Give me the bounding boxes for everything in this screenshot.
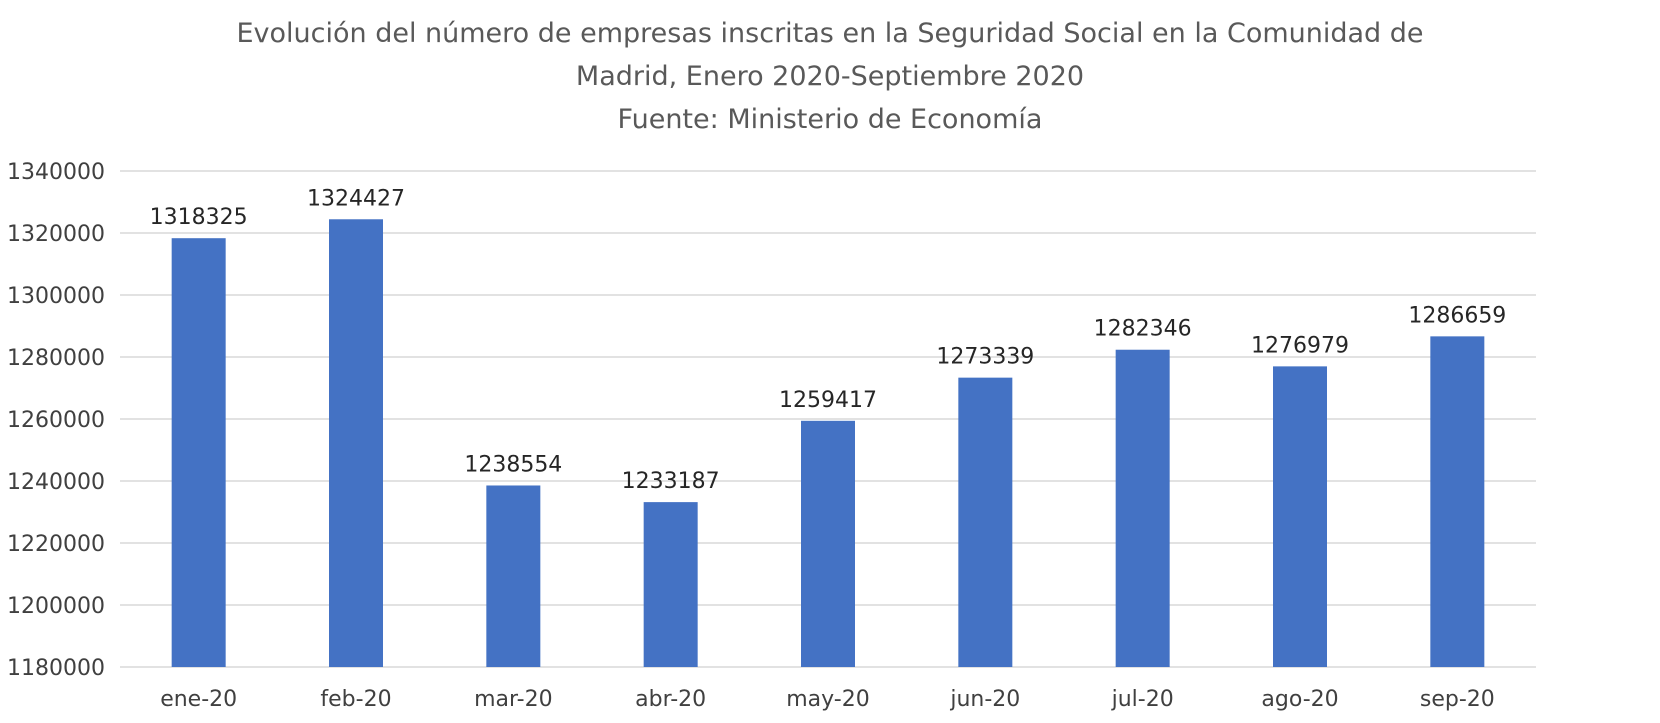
y-tick-label: 1240000: [7, 470, 105, 495]
bar-value-label: 1238554: [464, 452, 562, 477]
bar-mar-20: [486, 485, 541, 667]
x-tick-label: ago-20: [1261, 687, 1338, 712]
y-tick-label: 1220000: [7, 532, 105, 557]
x-tick-label: ene-20: [160, 687, 237, 712]
bar-jun-20: [958, 377, 1013, 667]
bar-value-label: 1324427: [307, 186, 405, 211]
bar-feb-20: [329, 219, 383, 667]
bar-value-label: 1282346: [1094, 317, 1192, 342]
x-tick-label: feb-20: [320, 687, 391, 712]
x-tick-label: sep-20: [1420, 687, 1495, 712]
chart-title-line-1: Evolución del número de empresas inscrit…: [236, 18, 1423, 49]
bar-sep-20: [1430, 336, 1485, 667]
y-tick-label: 1340000: [7, 160, 105, 185]
bar-value-label: 1259417: [779, 388, 877, 413]
x-tick-label: jun-20: [949, 687, 1020, 712]
chart-title: Evolución del número de empresas inscrit…: [236, 18, 1423, 135]
bars: [171, 219, 1485, 667]
bar-value-label: 1233187: [622, 469, 720, 494]
x-tick-label: mar-20: [474, 687, 552, 712]
x-tick-label: may-20: [786, 687, 869, 712]
chart-title-line-2: Madrid, Enero 2020-Septiembre 2020: [576, 61, 1084, 92]
bar-value-label: 1286659: [1408, 303, 1506, 328]
y-axis-tick-labels: 1180000 1200000 1220000 1240000 1260000 12800…: [7, 160, 105, 681]
bar-value-label: 1273339: [936, 345, 1034, 370]
y-tick-label: 1280000: [7, 346, 105, 371]
y-tick-label: 1300000: [7, 284, 105, 309]
x-axis-tick-labels: ene-20 feb-20 mar-20 abr-20 may-20 jun-20 jul-…: [160, 687, 1495, 712]
y-tick-label: 1200000: [7, 594, 105, 619]
bar-data-labels: 1318325 1324427 1238554 1233187 1259417 12733…: [150, 186, 1507, 494]
bar-value-label: 1276979: [1251, 333, 1349, 358]
x-tick-label: abr-20: [635, 687, 706, 712]
bar-abr-20: [643, 502, 698, 667]
bar-may-20: [801, 420, 855, 667]
y-tick-label: 1260000: [7, 408, 105, 433]
y-tick-label: 1180000: [7, 656, 105, 681]
bar-jul-20: [1115, 349, 1170, 667]
bar-ene-20: [171, 238, 226, 667]
bar-value-label: 1318325: [150, 205, 248, 230]
y-tick-label: 1320000: [7, 222, 105, 247]
x-tick-label: jul-20: [1111, 687, 1174, 712]
chart-subtitle-source: Fuente: Ministerio de Economía: [618, 104, 1043, 135]
bar-ago-20: [1273, 366, 1327, 667]
